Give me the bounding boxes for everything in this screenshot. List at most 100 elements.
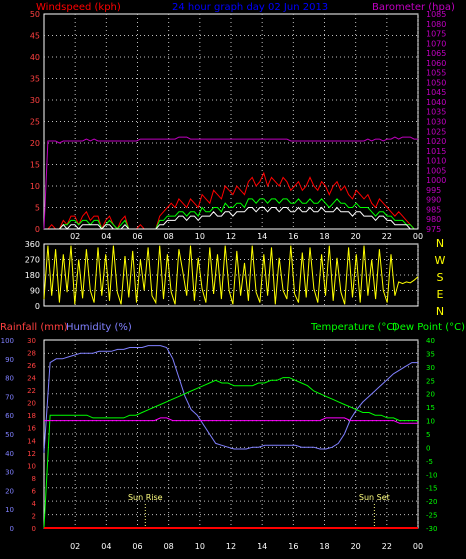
wind_mean-line bbox=[44, 206, 418, 230]
rain-y-tick: 0 bbox=[32, 525, 36, 533]
baro-y-tick: 975 bbox=[426, 225, 441, 234]
wind-y-tick: 20 bbox=[30, 139, 40, 148]
humidity-y-tick: 40 bbox=[5, 450, 14, 458]
temperature-line bbox=[43, 377, 418, 529]
rainfall-axis-label: Rainfall (mm) bbox=[0, 322, 68, 333]
thermo-x-ticks: 02 04 06 08 10 12 14 16 18 20 22 00 bbox=[70, 542, 423, 551]
wind-x-tick: 02 bbox=[70, 232, 80, 241]
baro-y-tick: 1015 bbox=[426, 147, 446, 156]
chart-title: 24 hour graph day 02 Jun 2013 bbox=[172, 2, 328, 13]
thermo-x-tick: 02 bbox=[70, 542, 80, 551]
wind-y-tick: 0 bbox=[35, 225, 40, 234]
temperature-y-tick: 35 bbox=[426, 350, 435, 358]
humidity-axis-label: Humidity (%) bbox=[66, 322, 132, 333]
sun-annotations: Sun Rise Sun Set bbox=[128, 493, 390, 528]
humidity-y-tick: 60 bbox=[5, 412, 14, 420]
thermo-x-tick: 10 bbox=[195, 542, 205, 551]
temperature-y-tick: -15 bbox=[426, 485, 437, 493]
baro-y-tick: 1035 bbox=[426, 108, 446, 117]
wind-x-tick: 00 bbox=[413, 232, 423, 241]
dir-y-tick: 270 bbox=[25, 256, 40, 265]
gust-line bbox=[44, 171, 418, 231]
rain-y-tick: 10 bbox=[27, 462, 36, 470]
wind-y-tick: 45 bbox=[30, 32, 40, 41]
baro-y-tick: 995 bbox=[426, 186, 441, 195]
wind-series-group bbox=[43, 136, 418, 231]
rain-y-tick: 28 bbox=[27, 350, 36, 358]
wind-x-ticks: 02 04 06 08 10 12 14 16 18 20 22 00 bbox=[70, 232, 423, 241]
wind-x-tick: 12 bbox=[226, 232, 236, 241]
rain-y-tick: 30 bbox=[27, 337, 36, 345]
baro-y-tick: 985 bbox=[426, 205, 441, 214]
humidity-y-ticks: 0 10 20 30 40 50 60 70 80 90 100 bbox=[1, 337, 14, 533]
rain-y-tick: 14 bbox=[27, 437, 36, 445]
compass-letter: N bbox=[436, 305, 444, 318]
humidity-line bbox=[43, 345, 418, 453]
humidity-y-tick: 100 bbox=[1, 337, 14, 345]
thermo-x-tick: 16 bbox=[288, 542, 298, 551]
wind-y-tick: 5 bbox=[35, 204, 40, 213]
dir-y-tick: 180 bbox=[25, 271, 40, 280]
temperature-y-tick: 25 bbox=[426, 377, 435, 385]
wind_avg-line bbox=[44, 198, 418, 230]
dir-y-tick: 360 bbox=[25, 240, 40, 249]
dewpoint-line bbox=[44, 417, 418, 424]
baro-line bbox=[43, 136, 418, 230]
rain-y-tick: 24 bbox=[27, 375, 36, 383]
wind-x-tick: 10 bbox=[195, 232, 205, 241]
baro-y-tick: 1075 bbox=[426, 30, 446, 39]
wind-x-tick: 08 bbox=[164, 232, 174, 241]
humidity-y-tick: 20 bbox=[5, 487, 14, 495]
wind-x-tick: 20 bbox=[351, 232, 361, 241]
dir-y-tick: 90 bbox=[30, 287, 40, 296]
thermo-x-tick: 22 bbox=[382, 542, 392, 551]
humidity-y-tick: 10 bbox=[5, 506, 14, 514]
thermo-x-tick: 08 bbox=[164, 542, 174, 551]
humidity-y-tick: 90 bbox=[5, 356, 14, 364]
compass-letter: S bbox=[437, 271, 444, 284]
rain-y-tick: 16 bbox=[27, 425, 36, 433]
sun-annotation-label: Sun Set bbox=[359, 493, 390, 502]
thermo-x-tick: 18 bbox=[319, 542, 329, 551]
direction-series-group bbox=[43, 245, 419, 305]
humidity-y-tick: 70 bbox=[5, 393, 14, 401]
baro-y-tick: 1085 bbox=[426, 10, 446, 19]
panel-thermo-grid bbox=[44, 340, 419, 528]
baro-y-tick: 1050 bbox=[426, 78, 446, 87]
rain-y-tick: 8 bbox=[32, 475, 36, 483]
baro-y-tick: 1025 bbox=[426, 127, 446, 136]
humidity-y-tick: 80 bbox=[5, 375, 14, 383]
temperature-y-tick: 5 bbox=[426, 431, 430, 439]
wind-y-ticks: 0 5 10 15 20 25 30 35 40 45 50 bbox=[30, 10, 40, 234]
thermo-x-tick: 00 bbox=[413, 542, 423, 551]
baro-y-tick: 1080 bbox=[426, 20, 446, 29]
temperature-y-tick: -20 bbox=[426, 498, 437, 506]
temperature-y-tick: -25 bbox=[426, 512, 437, 520]
temperature-y-tick: 40 bbox=[426, 337, 435, 345]
baro-y-tick: 1065 bbox=[426, 49, 446, 58]
wind-y-tick: 35 bbox=[30, 75, 40, 84]
windspeed-axis-label: Windspeed (kph) bbox=[36, 2, 121, 13]
wind-x-tick: 06 bbox=[132, 232, 142, 241]
baro-y-tick: 1005 bbox=[426, 166, 446, 175]
wind-x-tick: 16 bbox=[288, 232, 298, 241]
temperature-y-tick: 10 bbox=[426, 418, 435, 426]
temperature-y-tick: 20 bbox=[426, 391, 435, 399]
humidity-y-tick: 30 bbox=[5, 469, 14, 477]
rain-y-tick: 6 bbox=[32, 487, 37, 495]
baro-y-tick: 990 bbox=[426, 196, 441, 205]
baro-y-tick: 1045 bbox=[426, 88, 446, 97]
baro-y-tick: 1020 bbox=[426, 137, 446, 146]
temperature-y-tick: -30 bbox=[426, 525, 437, 533]
baro-y-tick: 1055 bbox=[426, 69, 446, 78]
rain-y-tick: 22 bbox=[27, 387, 36, 395]
rain-y-tick: 20 bbox=[27, 400, 36, 408]
direction-y-ticks: 0 90 180 270 360 bbox=[25, 240, 40, 311]
thermo-x-tick: 20 bbox=[351, 542, 361, 551]
wind-direction-line bbox=[43, 245, 419, 305]
temperature-y-ticks: -30 -25 -20 -15 -10 -5 0 5 10 15 20 25 30 35 40 bbox=[426, 337, 437, 533]
sun-annotation-label: Sun Rise bbox=[128, 493, 163, 502]
